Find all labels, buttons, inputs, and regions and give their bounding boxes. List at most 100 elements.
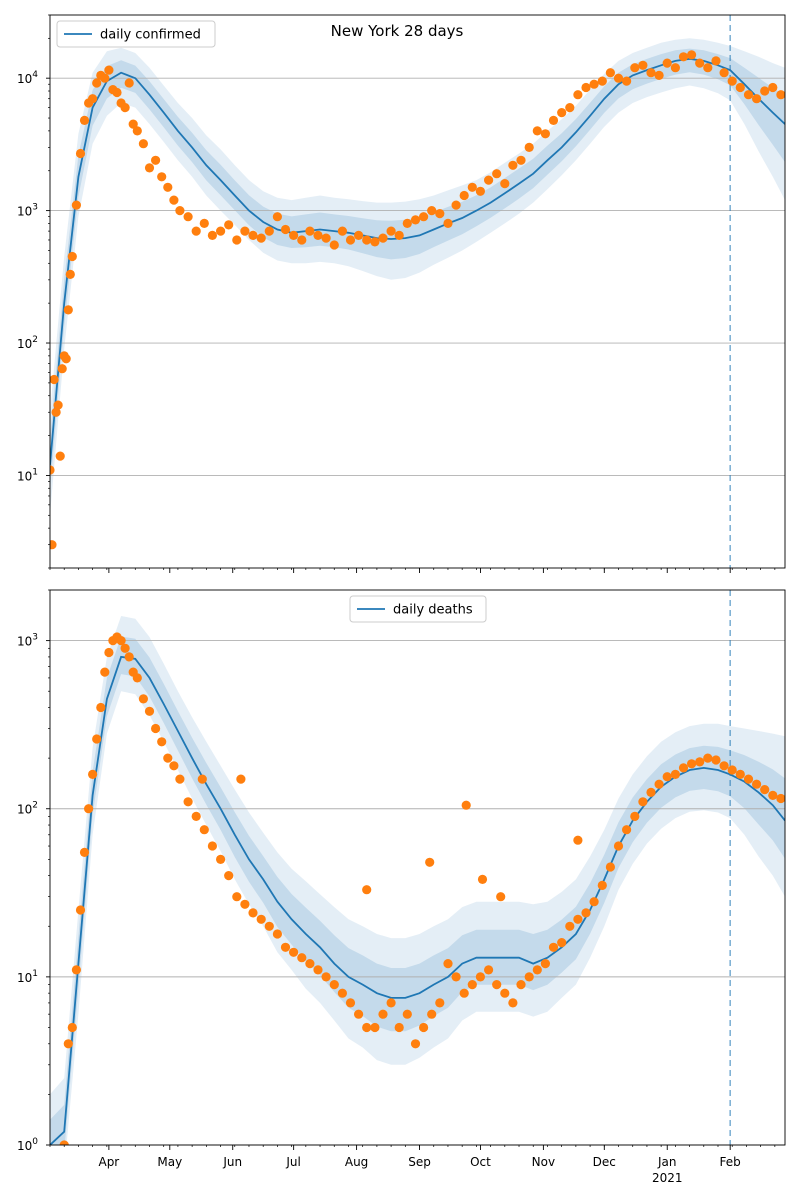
- data-point: [79, 115, 90, 125]
- data-point: [157, 172, 167, 182]
- data-point: [151, 155, 161, 165]
- data-point: [329, 980, 339, 990]
- data-point: [565, 921, 575, 931]
- deaths-points: [59, 632, 785, 1145]
- legend-box: [349, 595, 487, 623]
- data-point: [157, 737, 167, 747]
- panel-deaths: 100 101 102 103 Apr May Jun Jul Aug Sep Oct Nov Dec J…: [17, 589, 786, 1185]
- data-point: [727, 76, 737, 86]
- data-point: [557, 108, 567, 118]
- data-point: [581, 908, 591, 918]
- data-point: [622, 825, 632, 835]
- data-point: [435, 209, 445, 219]
- data-point: [124, 652, 134, 662]
- data-point: [735, 82, 745, 93]
- data-point: [92, 734, 102, 744]
- data-point: [132, 673, 142, 683]
- data-point: [760, 785, 770, 795]
- data-point: [687, 50, 697, 60]
- data-point: [638, 60, 648, 70]
- data-point: [280, 942, 291, 952]
- y-tick-label: 100: [17, 1137, 38, 1153]
- data-point: [597, 76, 607, 86]
- data-point: [727, 765, 737, 775]
- data-point: [79, 847, 90, 858]
- legend-label: daily confirmed: [100, 28, 201, 43]
- y-tick-label: 104: [17, 70, 38, 86]
- data-point: [516, 980, 526, 990]
- x-tick-label: Jan: [657, 1155, 677, 1169]
- data-point: [313, 230, 323, 240]
- data-point: [461, 800, 471, 810]
- data-point: [138, 139, 148, 149]
- data-point: [297, 953, 307, 963]
- data-point: [354, 230, 364, 240]
- data-point: [695, 757, 705, 767]
- data-point: [516, 155, 526, 165]
- data-point: [735, 769, 745, 780]
- y-tick-label: 102: [17, 801, 38, 817]
- data-point: [63, 305, 73, 315]
- data-point: [132, 126, 142, 136]
- data-point: [386, 226, 396, 236]
- data-point: [297, 235, 307, 245]
- data-point: [144, 706, 155, 716]
- data-point: [240, 899, 250, 909]
- data-point: [597, 880, 607, 891]
- data-point: [475, 186, 485, 196]
- y-tick-label: 103: [17, 633, 38, 649]
- deaths-axes: 100 101 102 103 Apr May Jun Jul Aug Sep Oct Nov Dec J…: [17, 589, 786, 1185]
- data-point: [532, 965, 542, 975]
- data-point: [92, 78, 102, 88]
- data-point: [183, 797, 193, 807]
- data-point: [112, 87, 122, 98]
- data-point: [622, 76, 632, 86]
- data-point: [138, 694, 148, 704]
- data-point: [370, 237, 380, 247]
- data-point: [236, 774, 246, 784]
- data-point: [256, 233, 266, 243]
- confirmed-legend[interactable]: daily confirmed: [56, 20, 216, 48]
- data-point: [475, 972, 485, 982]
- data-point: [88, 94, 98, 104]
- x-tick-label: Jun: [222, 1155, 242, 1169]
- data-point: [51, 407, 61, 417]
- x-tick-label: Sep: [408, 1155, 431, 1169]
- data-point: [232, 235, 242, 245]
- data-point: [532, 126, 542, 136]
- deaths-legend[interactable]: daily deaths: [349, 595, 487, 623]
- data-point: [305, 226, 315, 236]
- x-tick-label: Oct: [470, 1155, 491, 1169]
- data-point: [743, 774, 754, 784]
- data-point: [65, 269, 75, 279]
- data-point: [183, 212, 193, 222]
- data-point: [124, 78, 134, 88]
- uncertainty-band-outer: [50, 616, 785, 1145]
- data-point: [116, 636, 126, 646]
- data-point: [695, 58, 705, 68]
- data-point: [410, 215, 421, 225]
- data-point: [163, 753, 173, 763]
- confirmed-points: [50, 50, 785, 550]
- data-point: [128, 119, 138, 129]
- data-point: [207, 841, 217, 851]
- data-point: [71, 200, 81, 210]
- data-point: [240, 226, 250, 236]
- data-point: [163, 182, 173, 192]
- data-point: [613, 841, 624, 851]
- data-point: [321, 972, 331, 982]
- data-point: [524, 972, 534, 982]
- data-point: [492, 169, 502, 179]
- data-point: [50, 465, 55, 475]
- data-point: [175, 774, 185, 784]
- data-point: [321, 233, 331, 243]
- data-point: [289, 230, 299, 240]
- data-point: [256, 914, 266, 924]
- x-tick-label: Nov: [532, 1155, 555, 1169]
- data-point: [548, 942, 559, 952]
- data-point: [508, 160, 518, 170]
- data-point: [120, 643, 130, 653]
- data-point: [75, 905, 86, 915]
- data-point: [305, 959, 315, 969]
